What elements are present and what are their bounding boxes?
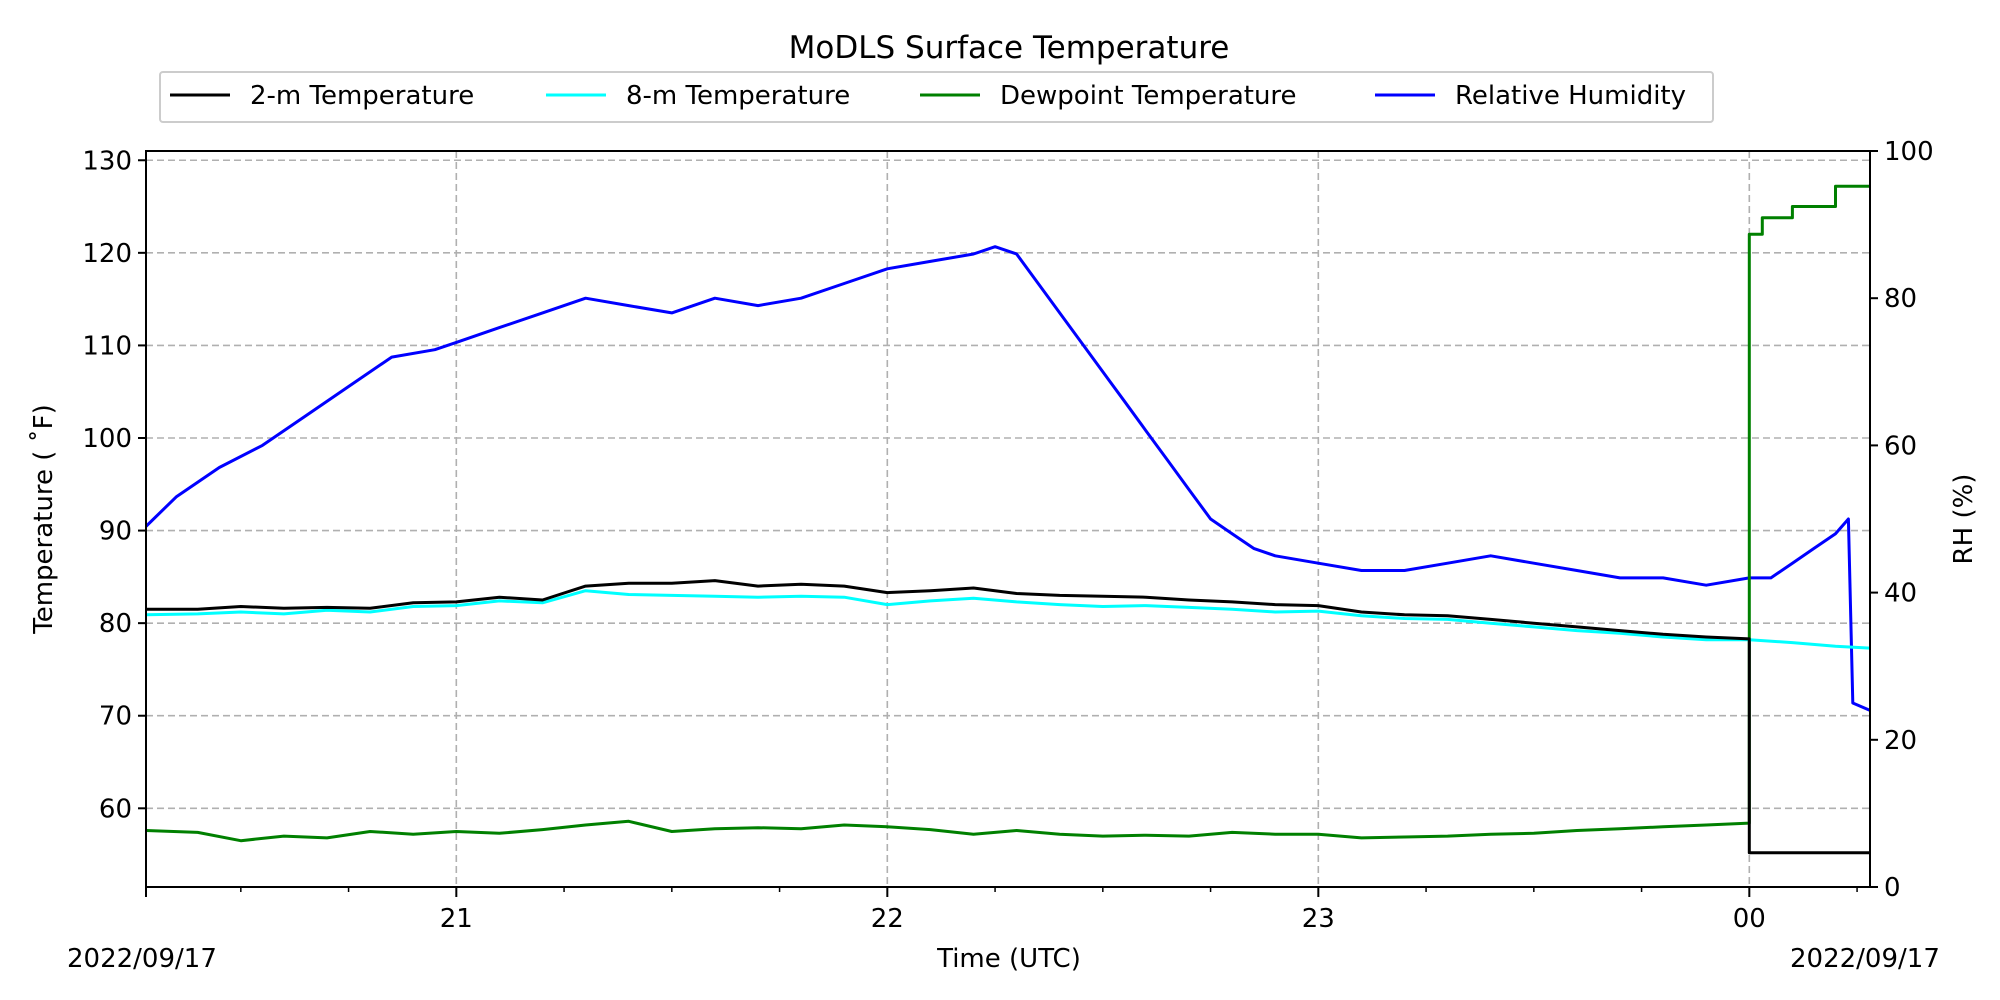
y-tick-label-right: 40 bbox=[1884, 579, 1917, 609]
y-axis-left: 60 70 80 90 100 110 120 130 bbox=[82, 146, 146, 824]
y2-axis-label: RH (%) bbox=[1949, 474, 1979, 565]
y-tick-label-right: 0 bbox=[1884, 873, 1901, 903]
x-date-right: 2022/09/17 bbox=[1790, 944, 1940, 974]
series-line-relative-humidity bbox=[146, 245, 1870, 712]
y-tick-label-left: 110 bbox=[82, 331, 132, 361]
y-tick-label-left: 100 bbox=[82, 424, 132, 454]
series-line-8-m-temperature bbox=[146, 589, 1870, 650]
y-axis-label: Temperature ( ˚F) bbox=[29, 404, 59, 634]
y-tick-label-left: 70 bbox=[99, 702, 132, 732]
y-axis-right: 0 20 40 60 80 100 bbox=[1870, 137, 1934, 903]
legend-label-rh: Relative Humidity bbox=[1455, 81, 1686, 111]
y-tick-label-right: 20 bbox=[1884, 726, 1917, 756]
y-tick-label-right: 80 bbox=[1884, 284, 1917, 314]
x-date-left: 2022/09/17 bbox=[67, 944, 217, 974]
y-tick-label-left: 90 bbox=[99, 517, 132, 547]
legend-frame bbox=[159, 71, 1714, 123]
plot-frame bbox=[145, 150, 1871, 888]
plot-area bbox=[146, 151, 1870, 887]
legend-label-8m: 8-m Temperature bbox=[626, 81, 850, 111]
y-tick-label-right: 60 bbox=[1884, 431, 1917, 461]
series-layer bbox=[146, 184, 1870, 855]
x-tick-label: 21 bbox=[440, 904, 473, 934]
legend-label-2m: 2-m Temperature bbox=[250, 81, 474, 111]
legend: 2-m Temperature 8-m Temperature Dewpoint… bbox=[159, 71, 1714, 123]
y-tick-label-right: 100 bbox=[1884, 137, 1934, 167]
x-tick-label: 00 bbox=[1733, 904, 1766, 934]
x-axis: 21 22 23 00 bbox=[145, 887, 1858, 934]
series-line-2-m-temperature bbox=[146, 579, 1870, 855]
chart-title: MoDLS Surface Temperature bbox=[789, 30, 1230, 66]
x-tick-label: 22 bbox=[871, 904, 904, 934]
y-tick-label-left: 80 bbox=[99, 609, 132, 639]
y-tick-label-left: 120 bbox=[82, 239, 132, 269]
y-tick-label-left: 60 bbox=[99, 794, 132, 824]
x-tick-label: 23 bbox=[1302, 904, 1335, 934]
y-tick-label-left: 130 bbox=[82, 146, 132, 176]
x-axis-label: Time (UTC) bbox=[936, 944, 1081, 974]
series-line-dewpoint-temperature bbox=[146, 184, 1870, 843]
legend-label-dewpoint: Dewpoint Temperature bbox=[1000, 81, 1297, 111]
